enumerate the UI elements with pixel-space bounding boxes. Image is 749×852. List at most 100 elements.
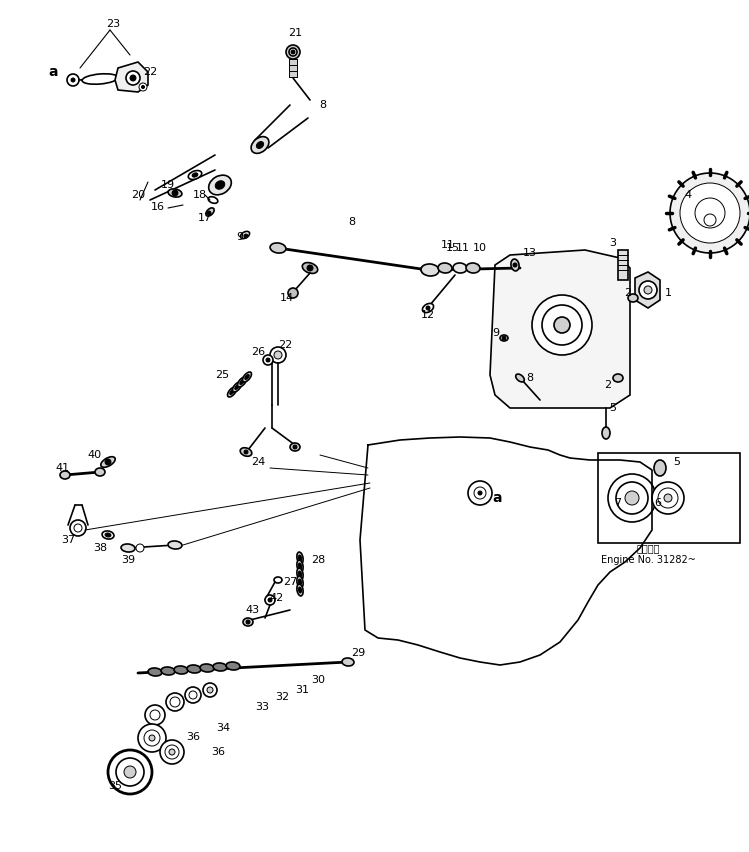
Circle shape xyxy=(170,697,180,707)
Ellipse shape xyxy=(602,427,610,439)
Circle shape xyxy=(207,687,213,693)
Ellipse shape xyxy=(232,382,241,392)
Ellipse shape xyxy=(303,262,318,273)
Circle shape xyxy=(142,85,145,89)
Ellipse shape xyxy=(298,579,302,585)
Ellipse shape xyxy=(628,294,638,302)
Ellipse shape xyxy=(511,259,519,271)
Circle shape xyxy=(704,214,716,226)
Text: 40: 40 xyxy=(88,450,102,460)
Ellipse shape xyxy=(213,663,227,671)
Circle shape xyxy=(293,445,297,449)
Circle shape xyxy=(286,45,300,59)
Ellipse shape xyxy=(240,379,244,384)
Circle shape xyxy=(150,710,160,720)
Circle shape xyxy=(625,491,639,505)
Text: a: a xyxy=(48,65,58,79)
Ellipse shape xyxy=(256,141,264,148)
Circle shape xyxy=(616,482,648,514)
Text: 17: 17 xyxy=(198,213,212,223)
Polygon shape xyxy=(490,250,630,408)
Circle shape xyxy=(145,705,165,725)
Text: 2: 2 xyxy=(625,288,631,298)
Circle shape xyxy=(468,481,492,505)
Circle shape xyxy=(130,75,136,81)
Text: 33: 33 xyxy=(255,702,269,712)
Circle shape xyxy=(268,598,272,602)
Text: 35: 35 xyxy=(108,781,122,791)
Text: 28: 28 xyxy=(311,555,325,565)
Text: 1: 1 xyxy=(664,288,672,298)
Circle shape xyxy=(478,491,482,495)
Ellipse shape xyxy=(654,460,666,476)
Text: 24: 24 xyxy=(251,457,265,467)
Ellipse shape xyxy=(453,263,467,273)
Ellipse shape xyxy=(226,662,240,670)
Circle shape xyxy=(185,687,201,703)
Bar xyxy=(618,250,628,280)
Text: 26: 26 xyxy=(251,347,265,357)
Text: 20: 20 xyxy=(131,190,145,200)
Bar xyxy=(598,453,740,543)
Text: 適用号機: 適用号機 xyxy=(636,543,660,553)
Circle shape xyxy=(160,740,184,764)
Text: 18: 18 xyxy=(193,190,207,200)
Ellipse shape xyxy=(297,552,303,564)
Ellipse shape xyxy=(168,541,182,549)
Ellipse shape xyxy=(297,560,303,572)
Circle shape xyxy=(652,482,684,514)
Text: 22: 22 xyxy=(143,67,157,77)
Circle shape xyxy=(289,48,297,56)
Ellipse shape xyxy=(243,372,252,382)
Circle shape xyxy=(680,183,740,243)
Circle shape xyxy=(136,544,144,552)
Circle shape xyxy=(244,450,248,454)
Circle shape xyxy=(307,265,313,271)
Text: 9: 9 xyxy=(237,232,243,242)
Ellipse shape xyxy=(290,443,300,451)
Text: 12: 12 xyxy=(421,310,435,320)
Text: 34: 34 xyxy=(216,723,230,733)
Text: 13: 13 xyxy=(523,248,537,258)
Circle shape xyxy=(288,288,298,298)
Circle shape xyxy=(207,211,211,215)
Text: 36: 36 xyxy=(211,747,225,757)
Text: 30: 30 xyxy=(311,675,325,685)
Ellipse shape xyxy=(95,468,105,476)
Ellipse shape xyxy=(174,666,188,674)
Circle shape xyxy=(270,347,286,363)
Ellipse shape xyxy=(516,374,524,382)
Polygon shape xyxy=(115,62,148,92)
Text: 6: 6 xyxy=(655,498,661,508)
Circle shape xyxy=(266,358,270,362)
Ellipse shape xyxy=(438,263,452,273)
Circle shape xyxy=(138,724,166,752)
Circle shape xyxy=(244,234,248,238)
Text: 8: 8 xyxy=(319,100,327,110)
Text: 9: 9 xyxy=(492,328,500,338)
Text: 31: 31 xyxy=(295,685,309,695)
Ellipse shape xyxy=(297,568,303,580)
Circle shape xyxy=(670,173,749,253)
Circle shape xyxy=(166,693,184,711)
Ellipse shape xyxy=(161,667,175,675)
Ellipse shape xyxy=(105,533,111,537)
Ellipse shape xyxy=(206,208,214,216)
Text: 5: 5 xyxy=(610,403,616,413)
Ellipse shape xyxy=(298,571,302,577)
Bar xyxy=(289,59,297,77)
Ellipse shape xyxy=(243,618,253,626)
Ellipse shape xyxy=(240,232,249,239)
Circle shape xyxy=(695,198,725,228)
Circle shape xyxy=(74,524,82,532)
Text: 21: 21 xyxy=(288,28,302,38)
Ellipse shape xyxy=(209,176,231,195)
Ellipse shape xyxy=(234,384,239,389)
Text: 10: 10 xyxy=(473,243,487,253)
Ellipse shape xyxy=(102,531,114,539)
Ellipse shape xyxy=(101,457,115,467)
Text: 25: 25 xyxy=(215,370,229,380)
Circle shape xyxy=(502,336,506,340)
Circle shape xyxy=(108,750,152,794)
Text: 3: 3 xyxy=(610,238,616,248)
